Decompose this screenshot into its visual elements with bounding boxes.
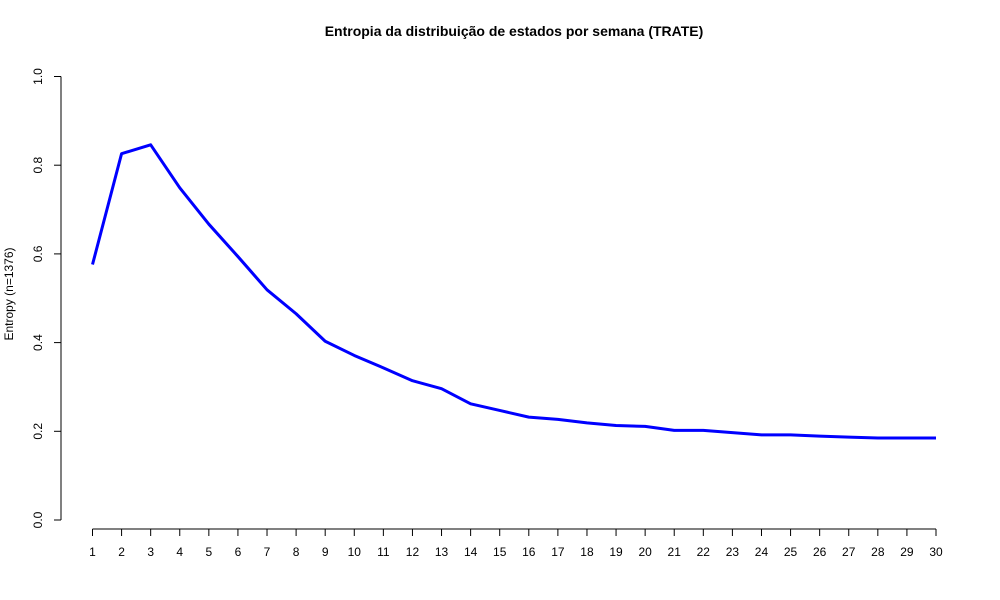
x-tick-label: 6 [235, 545, 242, 559]
x-tick-label: 13 [435, 545, 449, 559]
x-tick-label: 14 [464, 545, 478, 559]
x-tick-label: 2 [118, 545, 125, 559]
y-tick-label: 0.8 [31, 157, 45, 174]
y-axis: 0.0 0.2 0.4 0.6 0.8 1.0 [31, 68, 62, 528]
x-tick-label: 25 [784, 545, 798, 559]
x-tick-label: 15 [493, 545, 507, 559]
y-tick-label: 0.6 [31, 245, 45, 262]
x-tick-label: 26 [813, 545, 827, 559]
x-tick-label: 19 [609, 545, 623, 559]
x-tick-label: 11 [377, 545, 390, 559]
x-tick-label: 24 [755, 545, 769, 559]
x-tick-label: 21 [668, 545, 682, 559]
x-tick-label: 4 [176, 545, 183, 559]
x-tick-label: 7 [264, 545, 271, 559]
x-tick-label: 23 [726, 545, 740, 559]
x-tick-label: 16 [522, 545, 536, 559]
x-tick-label: 29 [900, 545, 914, 559]
x-tick-label: 3 [147, 545, 154, 559]
x-tick-label: 12 [406, 545, 420, 559]
x-tick-label: 28 [871, 545, 885, 559]
y-tick-label: 0.0 [31, 511, 45, 528]
entropy-line [91, 143, 936, 440]
y-axis-label: Entropy (n=1376) [2, 247, 16, 340]
x-tick-label: 1 [89, 545, 96, 559]
y-tick-label: 0.2 [31, 423, 45, 440]
y-tick-label: 1.0 [31, 68, 45, 85]
x-tick-label: 8 [293, 545, 300, 559]
x-tick-label: 18 [580, 545, 594, 559]
x-tick-label: 27 [842, 545, 856, 559]
x-tick-label: 17 [551, 545, 565, 559]
x-tick-label: 5 [206, 545, 213, 559]
x-tick-label: 20 [638, 545, 652, 559]
y-tick-label: 0.4 [31, 334, 45, 351]
x-axis: 1 2 3 4 5 6 7 8 9 10 11 12 13 14 15 16 17 18 19 20 21 22 23 24 2… [89, 528, 943, 559]
x-tick-label: 22 [697, 545, 711, 559]
chart-title: Entropia da distribuição de estados por … [325, 23, 704, 39]
series-layer [91, 143, 937, 440]
x-tick-label: 10 [348, 545, 362, 559]
x-tick-label: 9 [322, 545, 329, 559]
x-tick-label: 30 [929, 545, 943, 559]
